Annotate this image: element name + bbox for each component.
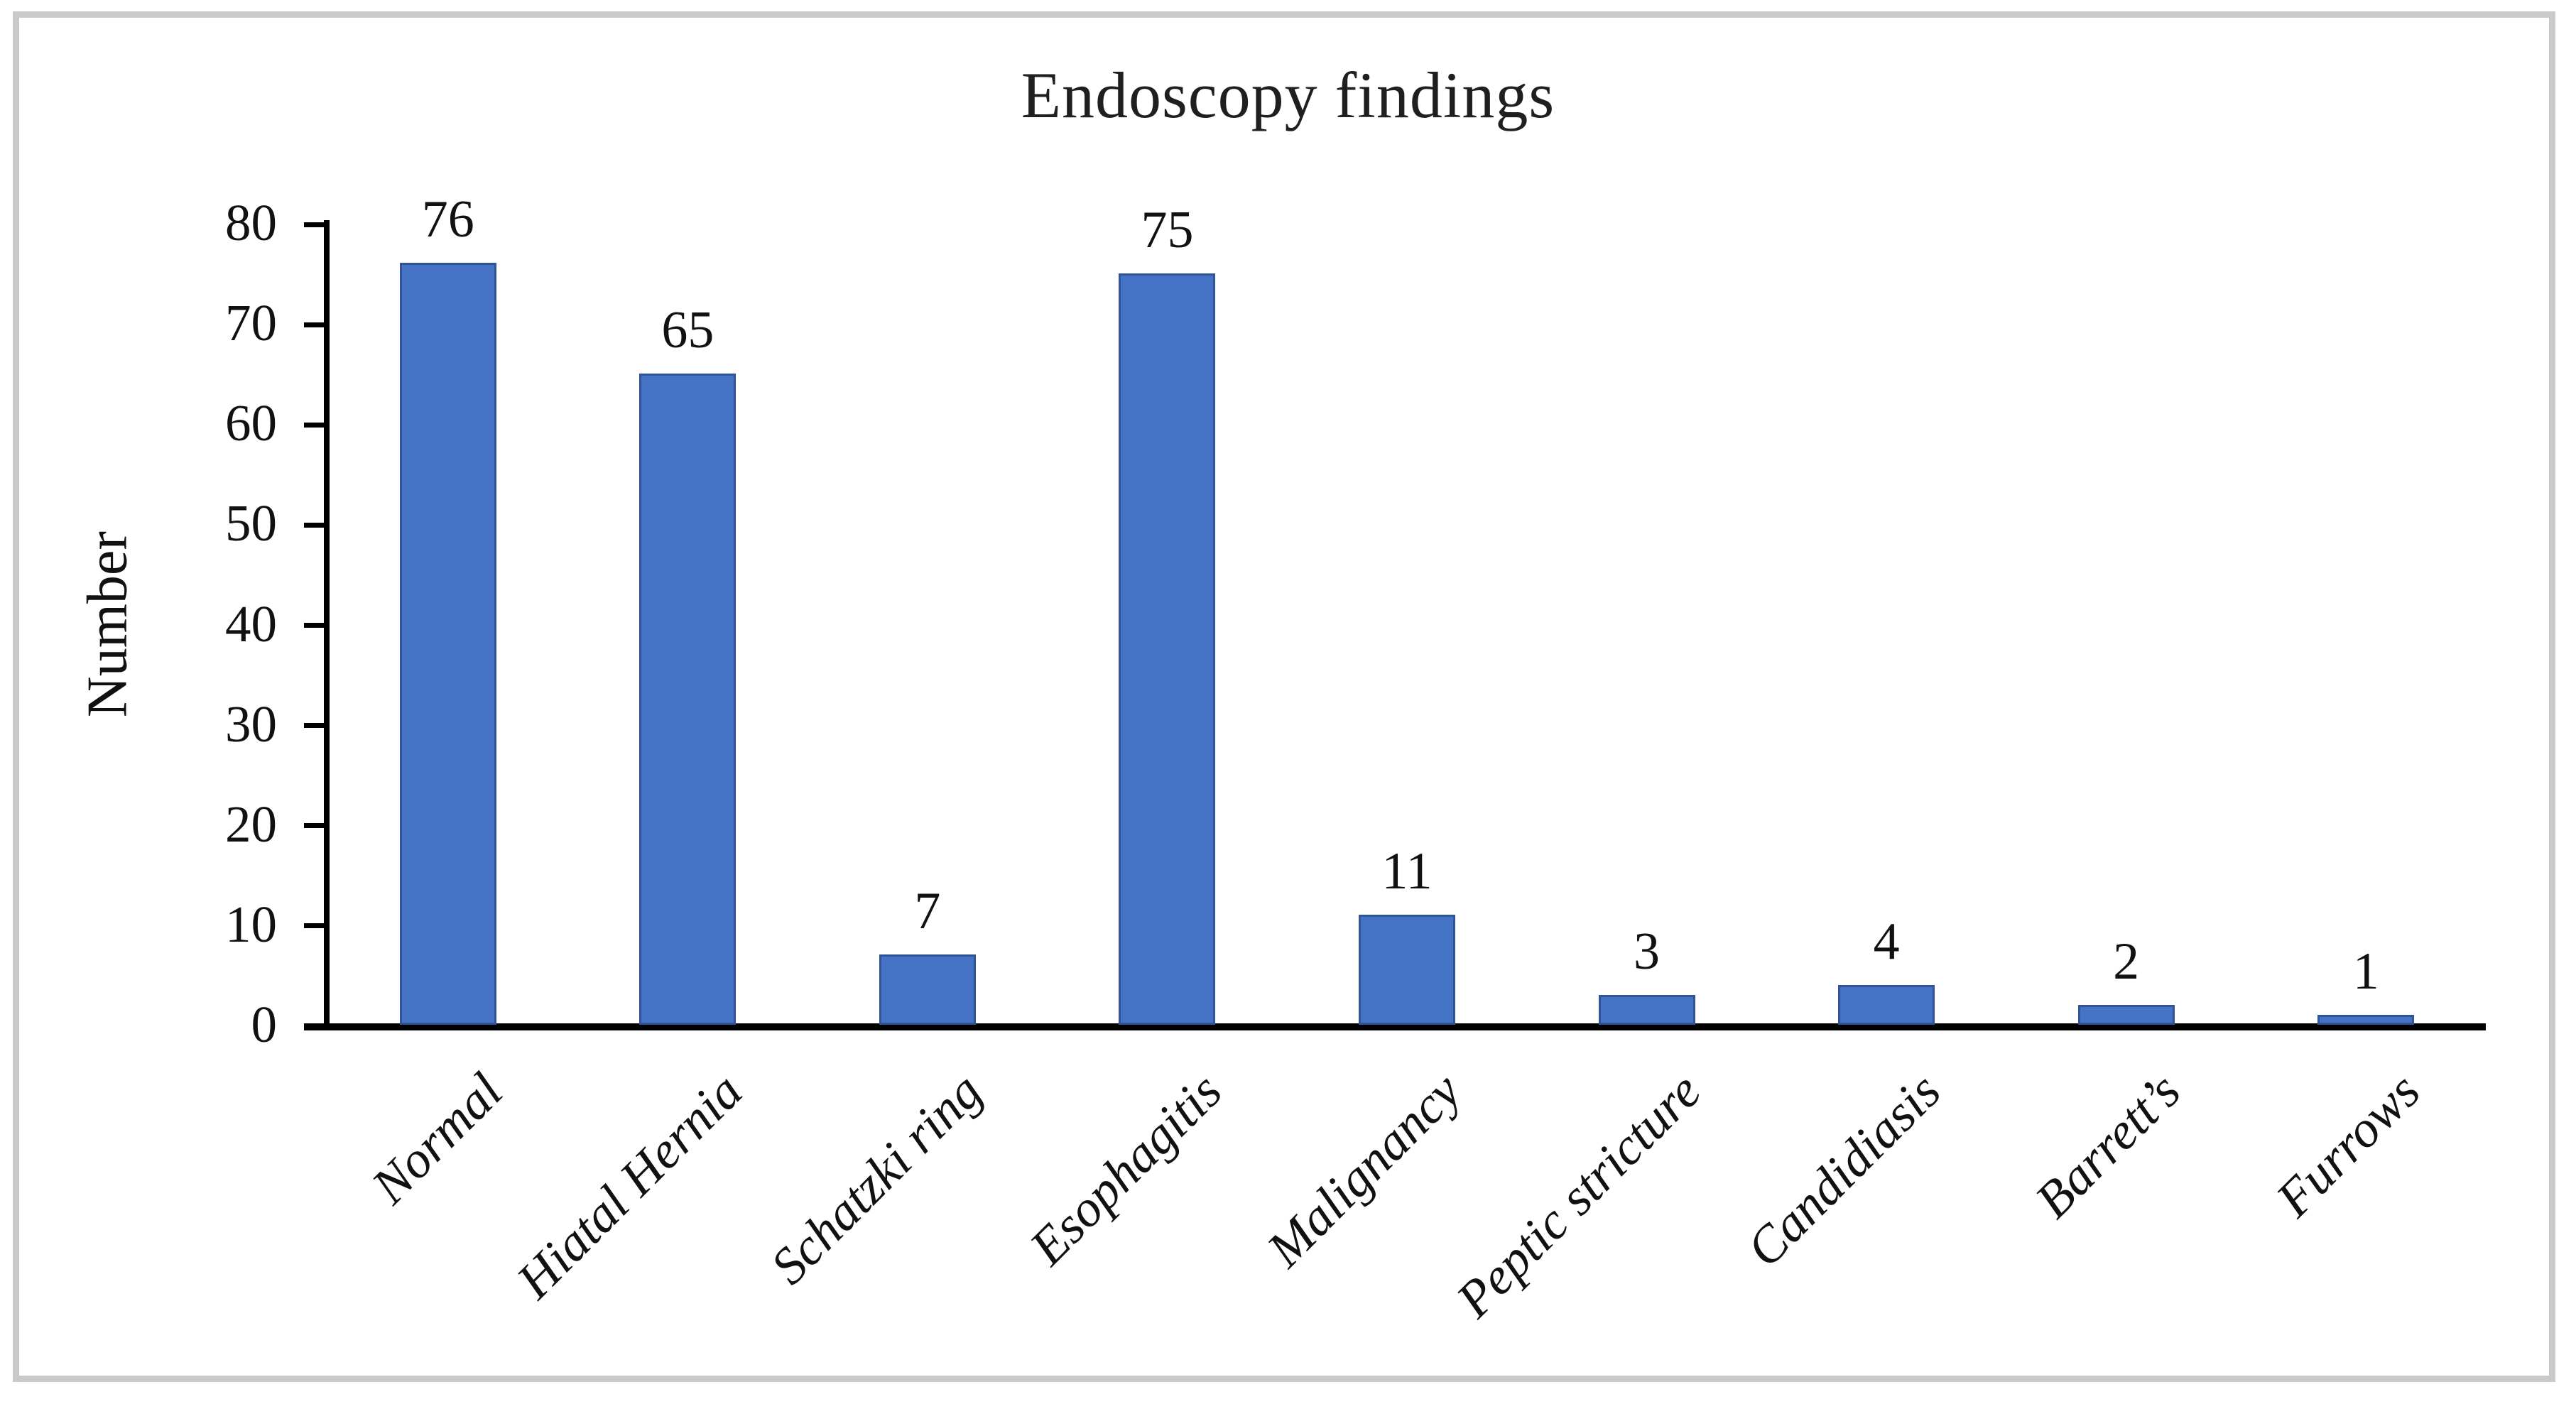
bar-value-label: 65 [661, 300, 714, 359]
y-tick-label: 80 [225, 194, 277, 251]
bar-value-label: 11 [1381, 842, 1433, 900]
y-tick-label: 20 [225, 795, 277, 853]
y-tick-mark [304, 923, 328, 929]
y-axis-title: Number [76, 530, 139, 718]
bar-malignancy [1359, 914, 1455, 1025]
bar-value-label: 3 [1634, 922, 1661, 981]
bar-value-label: 7 [914, 882, 941, 941]
y-tick-label: 10 [225, 895, 277, 953]
bar-value-label: 2 [2113, 932, 2140, 991]
y-tick-mark [304, 1023, 328, 1029]
y-tick-mark [304, 823, 328, 829]
y-tick-mark [304, 522, 328, 528]
y-tick-label: 0 [251, 996, 278, 1053]
y-tick-label: 70 [225, 294, 277, 352]
y-tick-mark [304, 723, 328, 729]
bar-normal [399, 263, 496, 1025]
bar-hiatal-hernia [639, 373, 737, 1025]
y-tick-label: 50 [225, 494, 277, 553]
chart-outer-frame [13, 11, 2555, 1382]
bar-esophagitis [1119, 273, 1216, 1025]
x-axis-line [304, 1023, 2486, 1030]
bar-value-label: 76 [421, 190, 474, 249]
y-tick-mark [304, 222, 328, 227]
y-tick-label: 30 [225, 695, 277, 753]
bar-furrows [2317, 1014, 2415, 1025]
y-tick-label: 40 [225, 594, 277, 653]
bar-value-label: 75 [1141, 200, 1194, 259]
bar-candidiasis [1838, 984, 1935, 1025]
y-tick-label: 60 [225, 394, 277, 452]
y-tick-mark [304, 623, 328, 628]
bar-barrett-s [2077, 1004, 2175, 1025]
y-tick-mark [304, 422, 328, 428]
bar-peptic-stricture [1598, 994, 1695, 1025]
bar-value-label: 1 [2352, 942, 2379, 1001]
bar-value-label: 4 [1873, 912, 1900, 971]
bar-schatzki-ring [879, 954, 976, 1025]
chart-title: Endoscopy findings [1021, 59, 1555, 131]
y-tick-mark [304, 322, 328, 327]
